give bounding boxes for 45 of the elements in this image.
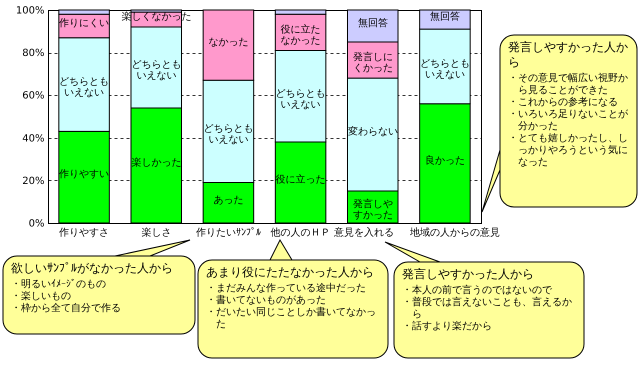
text: ・書いてないものがあった (206, 295, 327, 306)
data-label: 発言しにくかった (352, 51, 393, 74)
data-label: 無回答 (358, 16, 388, 29)
data-label: 楽しかった (131, 156, 182, 168)
data-label: 変わらない (348, 126, 398, 138)
y-tick-label: 80% (22, 48, 44, 60)
data-label: なかった (208, 37, 248, 48)
y-tick-label: 20% (22, 176, 44, 187)
text: 発言しやすかった人から (402, 267, 535, 282)
y-tick-label: 40% (22, 133, 44, 144)
data-label: 発言しやすかった (352, 198, 393, 222)
x-tick-label: 作りやすさ (58, 228, 110, 238)
text: ・いろいろ足りないことが分かった (508, 109, 629, 133)
data-label: 良かった (424, 154, 465, 166)
data-label: どちらともいえない (420, 58, 470, 80)
x-tick-label: 地域の人からの意見 (408, 226, 500, 238)
text: ・これからの参考になる (508, 97, 619, 109)
text: ・普段では言えないことも、言えるから (402, 297, 573, 320)
text: ・まだみんな作っている途中だった (206, 283, 367, 294)
y-tick-label: 100% (16, 6, 44, 16)
x-tick-label: 意見を入れる (332, 226, 394, 238)
data-label: 楽しくなかった (121, 10, 192, 23)
data-label: 役に立たなかった (280, 23, 321, 46)
text: ・とても嬉しかったし、しっかりやろうという気になった (508, 133, 629, 169)
data-label: どちらともいえない (203, 123, 254, 146)
text: ・その意見で幅広い視野から見ることができた (508, 73, 629, 96)
text: 欲しいｻﾝﾌﾟﾙがなかった人から (11, 261, 174, 276)
data-label: 無回答 (430, 10, 460, 23)
text: ・楽しいもの (11, 291, 72, 302)
data-label: あった (213, 194, 244, 206)
data-label: どちらともいえない (131, 60, 182, 82)
text: ・明るいｲﾒｰｼﾞのもの (11, 279, 107, 291)
text: 発言しやすかった人から (508, 40, 629, 70)
y-tick-label: 0% (28, 218, 44, 230)
text: ・本人の前で言うのではないので (402, 285, 553, 296)
data-label: どちらともいえない (276, 88, 326, 110)
x-tick-label: 他の人のＨＰ (270, 226, 331, 238)
text: あまり役にたたなかった人から (206, 265, 375, 280)
x-tick-label: 作りたいｻﾝﾌﾟﾙ (194, 228, 261, 238)
text: ・枠から全て自分で作る (11, 303, 122, 315)
data-label: どちらともいえない (59, 76, 110, 99)
text: ・話すより楽だから (402, 321, 493, 333)
x-tick-label: 楽しさ (141, 226, 172, 238)
text: ・だいたい同じことしか書いてなかった (206, 307, 377, 331)
y-tick-label: 60% (22, 90, 44, 102)
